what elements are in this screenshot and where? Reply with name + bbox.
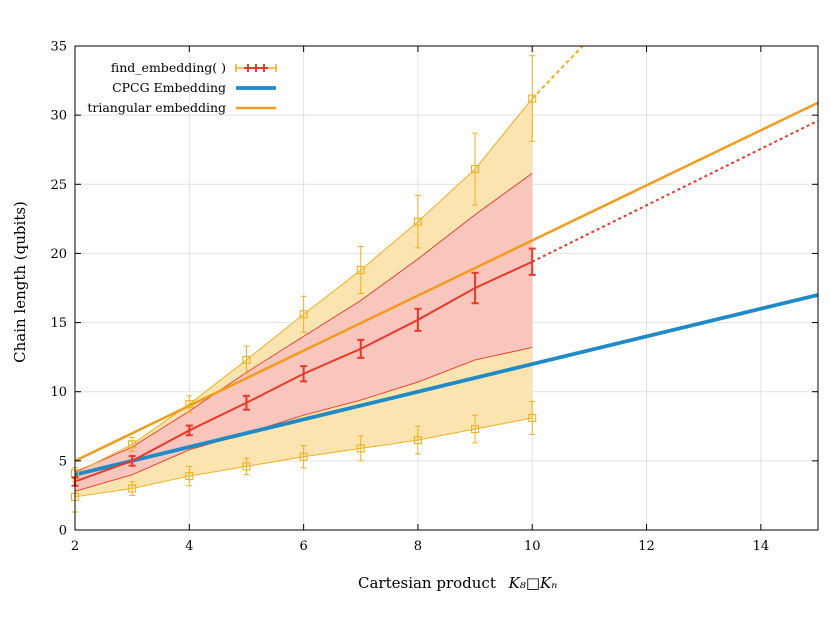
y-tick-label: 5 bbox=[59, 454, 67, 469]
legend: find_embedding( ) CPCG Embedding triangula… bbox=[87, 60, 277, 115]
min-point-marker bbox=[471, 425, 480, 434]
x-tick-label: 10 bbox=[524, 539, 541, 554]
max-point-marker bbox=[128, 440, 137, 449]
min-point-marker bbox=[356, 444, 365, 453]
legend-label: find_embedding( ) bbox=[111, 60, 226, 75]
max-point-marker bbox=[528, 94, 537, 103]
min-point-marker bbox=[299, 452, 308, 461]
x-tick-label: 12 bbox=[638, 539, 655, 554]
max-extrapolation bbox=[531, 45, 584, 100]
max-point-marker bbox=[299, 310, 308, 319]
extreme-band bbox=[75, 98, 533, 497]
max-point-marker bbox=[356, 265, 365, 275]
triangular-embedding-line bbox=[74, 101, 819, 462]
x-tick-label: 2 bbox=[71, 539, 79, 554]
y-tick-label: 15 bbox=[50, 316, 67, 331]
min-point-marker bbox=[528, 413, 537, 423]
axis-ticks: 2 4 6 8 10 12 14 0 5 10 15 20 25 30 35 bbox=[50, 40, 818, 554]
y-tick-label: 25 bbox=[50, 178, 67, 193]
y-tick-label: 35 bbox=[50, 40, 67, 55]
y-tick-label: 30 bbox=[50, 109, 67, 124]
min-point-marker bbox=[128, 484, 137, 493]
plot-frame bbox=[74, 45, 819, 531]
legend-label: triangular embedding bbox=[87, 100, 226, 115]
mean-extrapolation bbox=[531, 119, 819, 263]
x-axis-label-math: K₈□Kₙ bbox=[508, 574, 558, 592]
max-point-marker bbox=[471, 165, 480, 174]
x-axis-label: Cartesian product K₈□Kₙ bbox=[358, 574, 557, 592]
cpcg-embedding-line bbox=[74, 293, 819, 477]
x-axis-label-text: Cartesian product bbox=[358, 574, 496, 592]
max-point-marker bbox=[185, 400, 194, 409]
x-tick-label: 4 bbox=[185, 539, 193, 554]
y-axis-label: Chain length (qubits) bbox=[11, 201, 29, 363]
data-markers bbox=[70, 55, 537, 513]
min-point-marker bbox=[242, 462, 251, 471]
y-tick-label: 10 bbox=[50, 385, 67, 400]
x-tick-label: 6 bbox=[299, 539, 307, 554]
y-tick-label: 20 bbox=[50, 247, 67, 262]
y-tick-label: 0 bbox=[59, 524, 67, 539]
max-point-marker bbox=[242, 355, 251, 364]
min-point-marker bbox=[413, 436, 422, 445]
min-point-marker bbox=[185, 472, 194, 481]
x-tick-label: 8 bbox=[414, 539, 422, 554]
max-point-marker bbox=[413, 217, 422, 226]
legend-label: CPCG Embedding bbox=[112, 80, 226, 95]
spread-lower-line bbox=[74, 347, 533, 492]
spread-upper-line bbox=[74, 172, 533, 473]
x-tick-label: 14 bbox=[753, 539, 770, 554]
